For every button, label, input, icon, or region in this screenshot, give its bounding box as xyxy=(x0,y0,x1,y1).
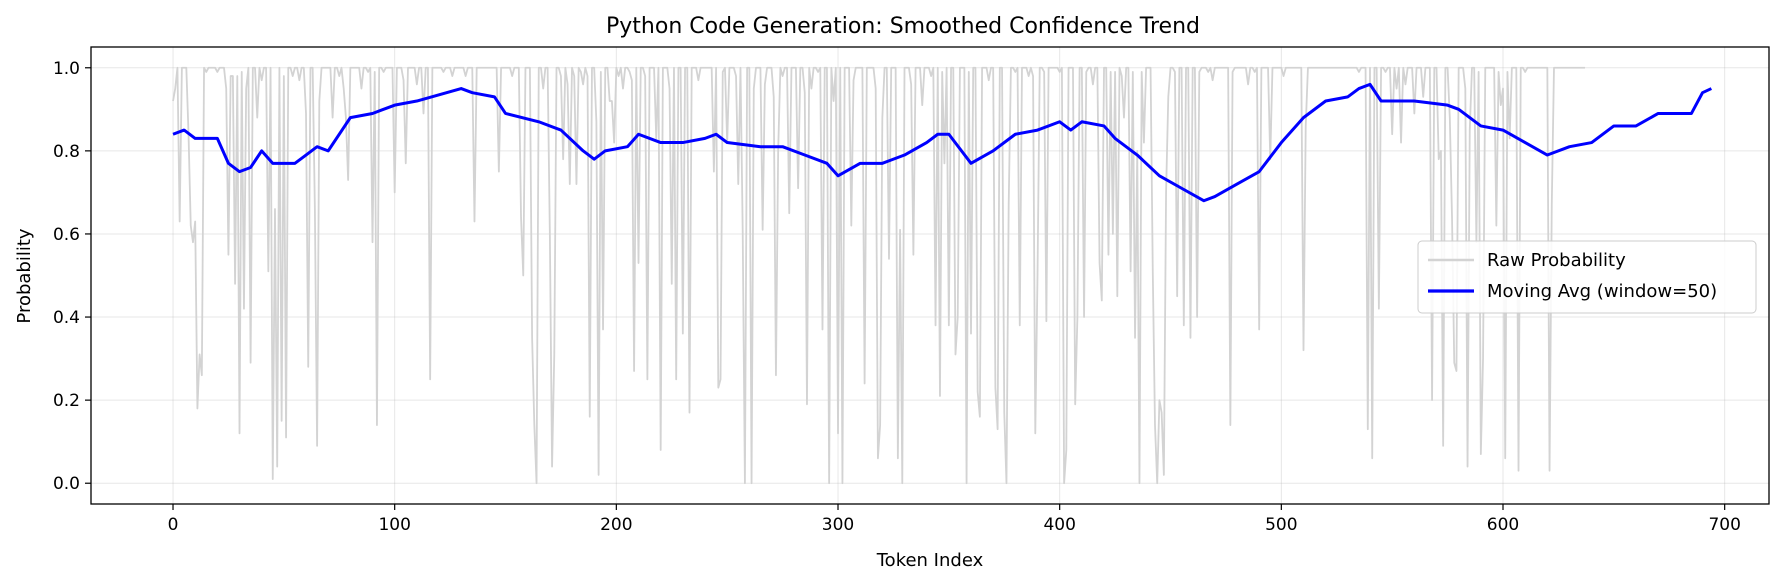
x-tick-label: 600 xyxy=(1487,515,1519,535)
x-axis-label: Token Index xyxy=(876,550,984,571)
moving-average-line xyxy=(172,82,1713,203)
y-axis-ticks: 0.0 0.2 0.4 0.6 0.8 1.0 xyxy=(53,59,91,494)
x-tick-label: 100 xyxy=(378,515,410,535)
legend-raw-label: Raw Probability xyxy=(1487,250,1626,271)
raw-probability-series xyxy=(172,66,1586,485)
chart-title: Python Code Generation: Smoothed Confide… xyxy=(606,14,1200,39)
y-tick-label: 1.0 xyxy=(53,59,80,79)
x-axis-ticks: 0 100 200 300 400 500 600 700 xyxy=(168,504,1741,535)
legend-avg-label: Moving Avg (window=50) xyxy=(1487,281,1717,302)
y-axis-label: Probability xyxy=(14,228,35,323)
y-tick-label: 0.2 xyxy=(53,391,80,411)
plot-frame xyxy=(90,46,1770,505)
x-tick-label: 0 xyxy=(168,515,179,535)
legend: Raw Probability Moving Avg (window=50) xyxy=(1417,240,1757,314)
y-tick-label: 0.6 xyxy=(53,225,80,245)
x-tick-label: 200 xyxy=(600,515,632,535)
raw-probability-line xyxy=(172,66,1586,485)
y-tick-label: 0.8 xyxy=(53,142,80,162)
y-tick-label: 0.4 xyxy=(53,308,80,328)
x-tick-label: 700 xyxy=(1708,515,1740,535)
moving-average-series xyxy=(172,82,1713,203)
legend-box xyxy=(1417,240,1757,314)
x-tick-label: 500 xyxy=(1265,515,1297,535)
y-tick-label: 0.0 xyxy=(53,474,80,494)
x-tick-label: 300 xyxy=(822,515,854,535)
x-tick-label: 400 xyxy=(1043,515,1075,535)
